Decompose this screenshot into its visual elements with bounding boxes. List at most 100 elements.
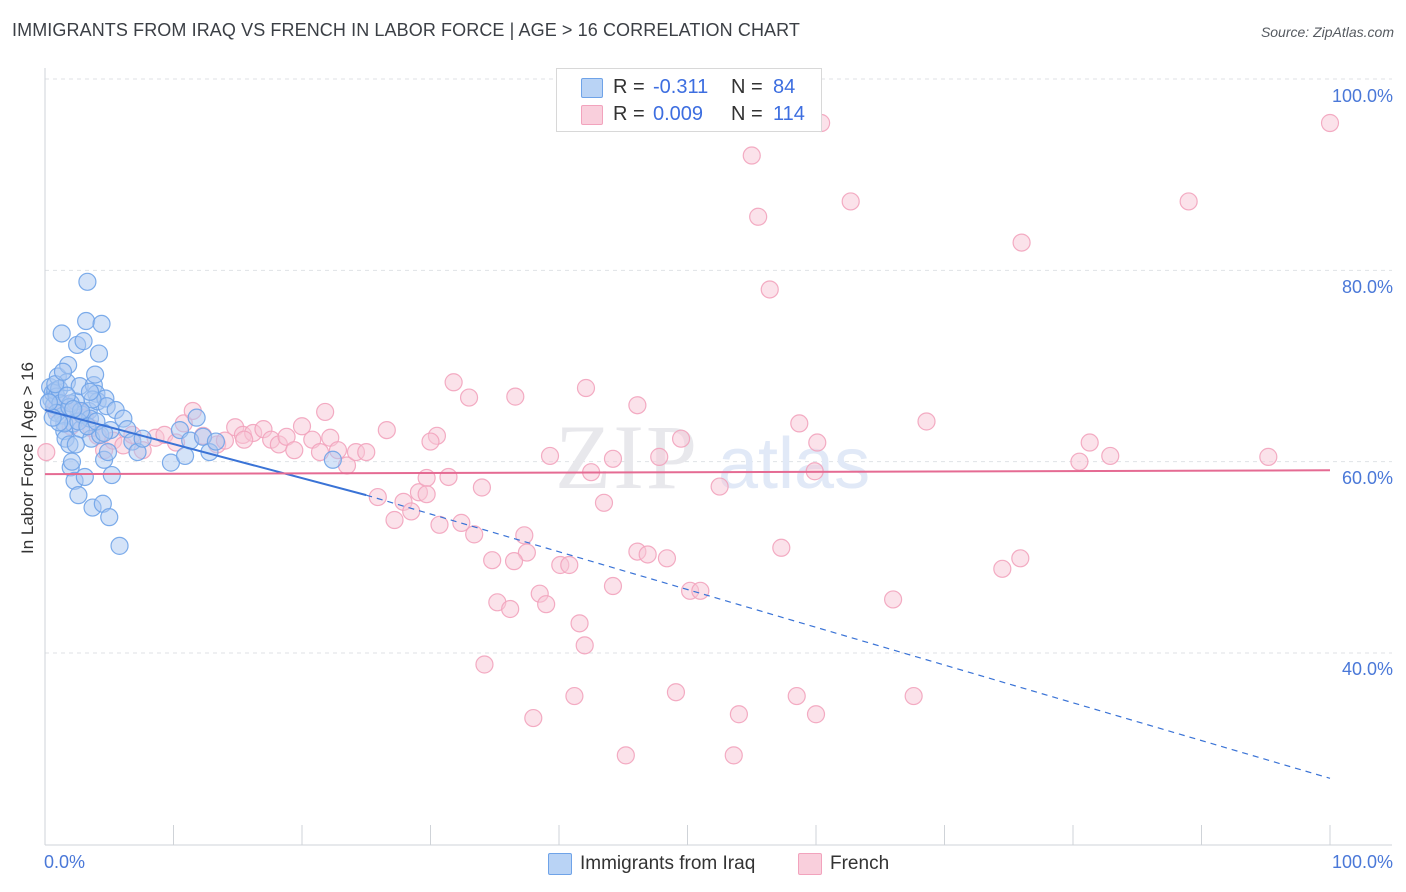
- trend-lines: [44, 409, 1331, 779]
- iraq-point: [52, 324, 71, 343]
- french-point: [724, 746, 743, 765]
- iraq-point: [78, 272, 97, 291]
- iraq-point: [89, 344, 109, 363]
- iraq-point: [100, 508, 119, 527]
- iraq-legend-swatch-icon: [548, 853, 572, 875]
- french-point: [883, 590, 903, 609]
- correlation-legend: R = -0.311 N = 84 R = 0.009 N = 114: [556, 68, 822, 132]
- french-point: [917, 412, 936, 431]
- french-point: [628, 396, 647, 415]
- french-point: [417, 485, 436, 504]
- french-point: [657, 549, 677, 568]
- french-point: [465, 525, 484, 544]
- french-point: [1012, 233, 1031, 252]
- french-point: [421, 432, 440, 451]
- french-point: [1179, 192, 1198, 211]
- french-point: [904, 686, 923, 706]
- french-point: [377, 420, 396, 440]
- iraq-trend-line: [44, 409, 367, 497]
- french-point: [368, 487, 387, 507]
- french-point: [691, 581, 710, 600]
- french-point: [506, 387, 525, 406]
- iraq-point: [39, 393, 58, 412]
- legend-item-french: French: [798, 852, 908, 878]
- y-axis-label: In Labor Force | Age > 16: [18, 361, 37, 555]
- zipatlas-watermark: ZIP atlas: [555, 406, 870, 508]
- n-value: 114: [773, 103, 805, 125]
- french-point: [616, 746, 635, 765]
- french-point: [537, 595, 556, 614]
- french-point: [570, 614, 589, 633]
- iraq-point: [92, 314, 111, 334]
- french-point: [638, 545, 657, 564]
- french-point: [1101, 446, 1120, 466]
- french-point: [603, 576, 623, 596]
- french-point: [37, 443, 56, 462]
- french-point: [501, 599, 520, 619]
- n-label: N =: [731, 103, 763, 125]
- legend-item-iraq: Immigrants from Iraq: [548, 852, 778, 878]
- iraq-point: [66, 435, 85, 454]
- watermark-atlas: atlas: [718, 424, 870, 504]
- french-point: [540, 446, 560, 466]
- french-point: [292, 417, 312, 436]
- french-trend-line: [44, 469, 1331, 476]
- french-point: [483, 551, 502, 570]
- y-tick-100: 100.0%: [1331, 86, 1393, 106]
- chart-title: IMMIGRANTS FROM IRAQ VS FRENCH IN LABOR …: [12, 20, 801, 40]
- french-point: [1011, 549, 1030, 568]
- french-point: [671, 429, 691, 448]
- iraq-point: [187, 408, 206, 427]
- iraq-point: [69, 486, 88, 505]
- french-point: [277, 427, 296, 446]
- french-point: [710, 477, 729, 496]
- french-point: [235, 430, 254, 449]
- n-value: 84: [773, 76, 796, 98]
- french-point: [316, 402, 335, 422]
- french-point: [565, 686, 584, 706]
- iraq-point: [80, 382, 100, 401]
- y-tick-60: 60.0%: [1341, 468, 1393, 488]
- french-point: [841, 192, 860, 211]
- french-point: [560, 555, 579, 575]
- iraq-point: [77, 311, 96, 331]
- french-point: [575, 636, 594, 655]
- iraq-point: [206, 432, 226, 451]
- french-point: [729, 705, 749, 724]
- french-legend-swatch-icon: [798, 853, 822, 875]
- french-point: [808, 433, 827, 452]
- iraq-point: [98, 443, 118, 462]
- french-point: [357, 443, 376, 462]
- french-point: [439, 467, 458, 487]
- french-point: [760, 280, 779, 299]
- french-point: [459, 388, 479, 407]
- french-point: [772, 538, 791, 557]
- french-point: [1080, 433, 1099, 452]
- r-value: 0.009: [653, 103, 704, 125]
- r-label: R =: [613, 76, 645, 98]
- french-point: [402, 502, 421, 521]
- n-label: N =: [731, 76, 763, 98]
- iraq-point: [74, 332, 93, 351]
- iraq-point: [75, 467, 94, 487]
- iraq-point: [95, 423, 114, 443]
- french-point: [666, 683, 686, 702]
- french-point: [385, 510, 404, 530]
- source-credit: Source: ZipAtlas.com: [1260, 24, 1394, 40]
- french-point: [576, 378, 596, 398]
- french-point: [1259, 447, 1278, 466]
- french-swatch-icon: [581, 105, 603, 125]
- series-iraq-points: [39, 272, 342, 555]
- y-tick-40: 40.0%: [1341, 659, 1393, 679]
- iraq-point: [323, 450, 342, 469]
- y-tick-80: 80.0%: [1341, 277, 1393, 297]
- french-point: [806, 705, 826, 724]
- french-point: [742, 146, 761, 165]
- x-tick-max: 100.0%: [1331, 852, 1393, 872]
- r-value: -0.311: [653, 76, 709, 98]
- french-point: [993, 559, 1012, 578]
- x-tick-min: 0.0%: [44, 852, 86, 872]
- french-point: [650, 447, 669, 466]
- iraq-point: [110, 536, 129, 555]
